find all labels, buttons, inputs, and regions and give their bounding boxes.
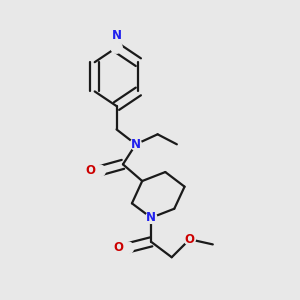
Text: O: O: [113, 241, 124, 254]
Circle shape: [111, 42, 122, 53]
Circle shape: [130, 139, 141, 150]
Text: O: O: [185, 233, 195, 246]
Circle shape: [122, 242, 134, 254]
Text: N: N: [131, 138, 141, 151]
Circle shape: [184, 234, 195, 245]
Text: N: N: [146, 211, 156, 224]
Circle shape: [146, 212, 157, 224]
Text: O: O: [85, 164, 95, 177]
Circle shape: [94, 165, 106, 176]
Text: N: N: [112, 29, 122, 42]
